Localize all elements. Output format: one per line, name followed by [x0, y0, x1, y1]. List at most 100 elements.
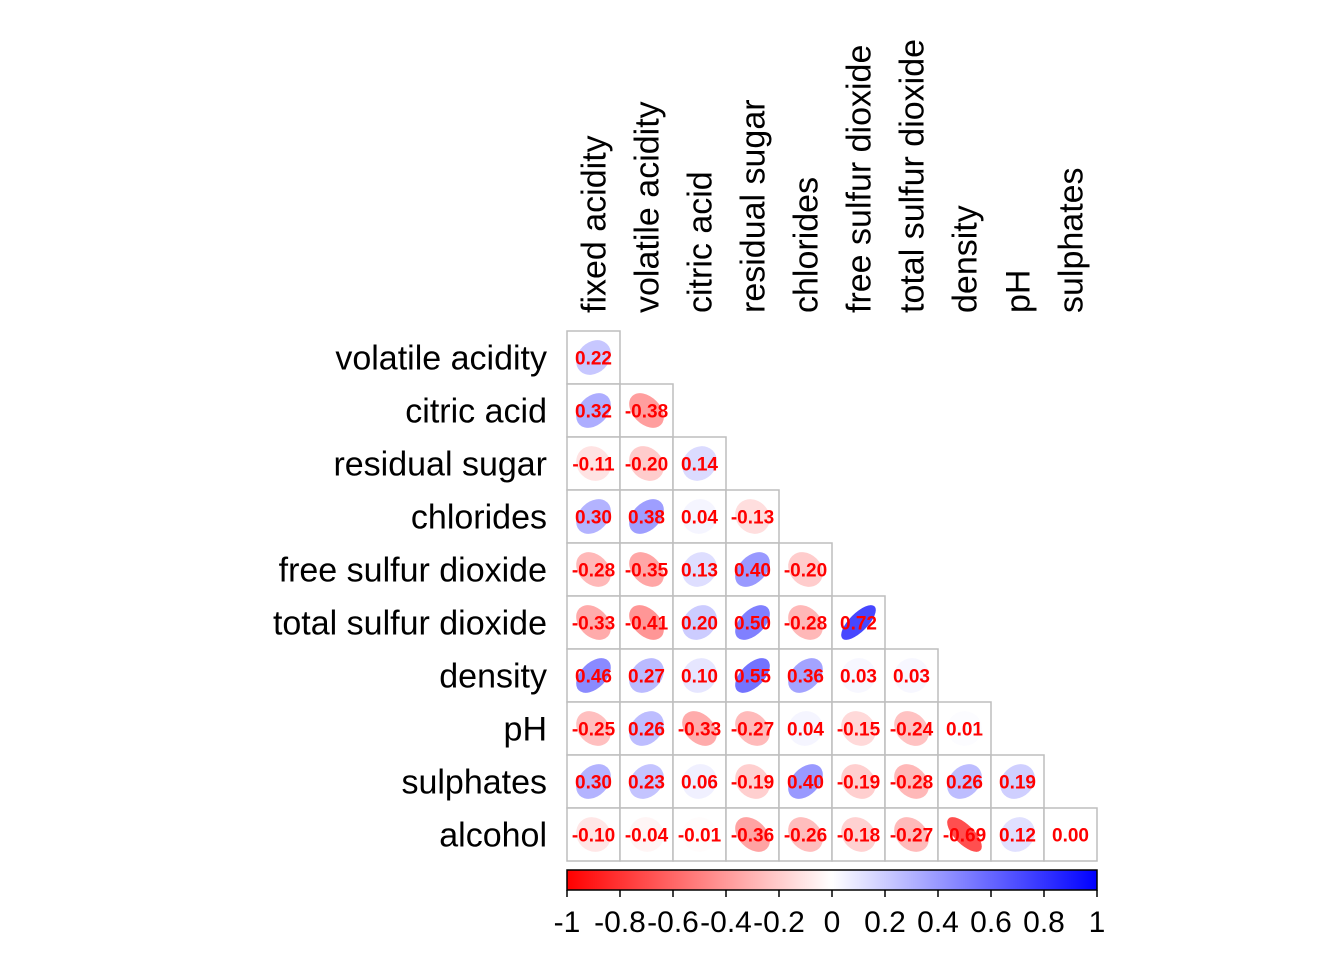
- cell-value-label: 0.03: [840, 667, 877, 688]
- cell-ph-total-sulfur-dioxide: -0.24: [884, 701, 939, 756]
- cell-sulphates-free-sulfur-dioxide: -0.19: [831, 754, 886, 809]
- cell-density-residual-sugar: 0.55: [725, 648, 780, 703]
- row-labels: volatile acidity citric acid residual suga…: [273, 340, 547, 855]
- cell-value-label: -0.27: [731, 720, 774, 741]
- correlation-ellipse: [894, 764, 929, 799]
- cell-value-label: -0.04: [625, 826, 669, 847]
- correlation-ellipse: [576, 764, 611, 799]
- cell-total-sulfur-dioxide-fixed-acidity: -0.33: [566, 595, 621, 650]
- cell-value-label: 0.40: [734, 561, 771, 582]
- row-label-alcohol: alcohol: [439, 817, 547, 855]
- colorbar-tick-label: 1: [1089, 906, 1106, 939]
- correlation-ellipse: [682, 605, 717, 640]
- cell-value-label: -0.19: [731, 773, 774, 794]
- correlation-ellipse: [576, 817, 611, 852]
- cell-value-label: -0.18: [837, 826, 880, 847]
- correlation-ellipse: [682, 552, 717, 587]
- cell-value-label: 0.03: [893, 667, 930, 688]
- correlation-ellipse: [735, 605, 770, 640]
- cell-total-sulfur-dioxide-volatile-acidity: -0.41: [619, 595, 674, 650]
- cell-alcohol-ph: 0.12: [990, 807, 1045, 862]
- cell-total-sulfur-dioxide-free-sulfur-dioxide: 0.72: [831, 595, 886, 650]
- cell-value-label: 0.04: [787, 720, 824, 741]
- cell-value-label: 0.00: [1052, 826, 1089, 847]
- cell-alcohol-sulphates: 0.00: [1043, 807, 1098, 862]
- correlation-ellipse: [576, 499, 611, 534]
- cell-ph-free-sulfur-dioxide: -0.15: [831, 701, 886, 756]
- cell-alcohol-free-sulfur-dioxide: -0.18: [831, 807, 886, 862]
- cell-citric-acid-volatile-acidity: -0.38: [619, 383, 674, 438]
- cell-sulphates-ph: 0.19: [990, 754, 1045, 809]
- correlation-ellipse: [682, 499, 717, 534]
- column-label-density: density: [947, 205, 985, 313]
- colorbar-tick-label: 0.2: [864, 906, 906, 939]
- correlation-ellipse: [735, 764, 770, 799]
- correlation-ellipse: [576, 605, 611, 640]
- color-legend: -1 -0.8 -0.6 -0.4 -0.2 0 0.2 0.4 0.6 0.8 1: [554, 869, 1106, 939]
- correlation-ellipse: [894, 817, 929, 852]
- correlation-ellipse: [576, 340, 611, 375]
- cell-alcohol-fixed-acidity: -0.10: [566, 807, 621, 862]
- correlation-ellipse: [682, 711, 717, 746]
- cell-density-chlorides: 0.36: [778, 648, 833, 703]
- correlation-ellipse: [788, 552, 823, 587]
- row-label-density: density: [439, 658, 547, 696]
- cell-value-label: 0.26: [628, 720, 665, 741]
- cell-chlorides-fixed-acidity: 0.30: [566, 489, 621, 544]
- cell-sulphates-chlorides: 0.40: [778, 754, 833, 809]
- cell-value-label: 0.01: [946, 720, 983, 741]
- cell-value-label: 0.19: [999, 773, 1036, 794]
- correlation-ellipse: [629, 393, 664, 428]
- cell-value-label: -0.25: [572, 720, 616, 741]
- cell-residual-sugar-fixed-acidity: -0.11: [566, 436, 621, 491]
- cell-density-free-sulfur-dioxide: 0.03: [831, 648, 886, 703]
- column-label-fixed-acidity: fixed acidity: [576, 135, 614, 313]
- colorbar-tick-label: -0.8: [594, 906, 646, 939]
- cell-value-label: 0.27: [628, 667, 665, 688]
- cell-value-label: 0.38: [628, 508, 665, 529]
- row-label-volatile-acidity: volatile acidity: [335, 340, 547, 378]
- column-label-volatile-acidity: volatile acidity: [629, 101, 667, 313]
- column-label-residual-sugar: residual sugar: [735, 99, 773, 313]
- correlation-ellipse: [894, 658, 929, 693]
- cell-residual-sugar-volatile-acidity: -0.20: [619, 436, 674, 491]
- cell-value-label: 0.50: [734, 614, 771, 635]
- correlation-ellipse: [735, 499, 770, 534]
- cell-value-label: -0.20: [784, 561, 827, 582]
- cell-chlorides-volatile-acidity: 0.38: [619, 489, 674, 544]
- correlation-ellipse: [894, 711, 929, 746]
- cell-value-label: 0.36: [787, 667, 824, 688]
- cell-value-label: -0.24: [890, 720, 934, 741]
- cell-value-label: -0.33: [678, 720, 721, 741]
- correlation-ellipse: [735, 552, 770, 587]
- row-label-chlorides: chlorides: [411, 499, 547, 537]
- cell-value-label: 0.10: [681, 667, 718, 688]
- correlation-ellipse: [1053, 817, 1088, 852]
- cell-total-sulfur-dioxide-chlorides: -0.28: [778, 595, 833, 650]
- correlation-ellipse: [788, 658, 823, 693]
- cell-value-label: 0.12: [999, 826, 1036, 847]
- cell-alcohol-volatile-acidity: -0.04: [619, 807, 674, 862]
- correlation-ellipse: [629, 605, 664, 640]
- colorbar-tick-label: 0: [824, 906, 841, 939]
- correlation-ellipse: [682, 658, 717, 693]
- correlation-ellipse: [629, 552, 664, 587]
- cell-value-label: 0.06: [681, 773, 718, 794]
- correlation-ellipse: [841, 605, 876, 640]
- cell-chlorides-residual-sugar: -0.13: [725, 489, 780, 544]
- correlation-ellipse: [841, 711, 876, 746]
- colorbar-tick-label: -1: [554, 906, 581, 939]
- correlation-ellipse: [576, 446, 611, 481]
- cell-value-label: -0.35: [625, 561, 669, 582]
- cell-ph-citric-acid: -0.33: [672, 701, 727, 756]
- cell-sulphates-volatile-acidity: 0.23: [619, 754, 674, 809]
- cell-value-label: -0.41: [625, 614, 669, 635]
- cell-value-label: 0.30: [575, 508, 612, 529]
- cell-free-sulfur-dioxide-fixed-acidity: -0.28: [566, 542, 621, 597]
- correlation-ellipse: [947, 817, 982, 852]
- correlation-ellipse: [629, 817, 664, 852]
- colorbar-gradient: [566, 869, 1098, 891]
- row-label-sulphates: sulphates: [401, 764, 547, 802]
- cell-alcohol-total-sulfur-dioxide: -0.27: [884, 807, 939, 862]
- cell-value-label: -0.69: [943, 826, 986, 847]
